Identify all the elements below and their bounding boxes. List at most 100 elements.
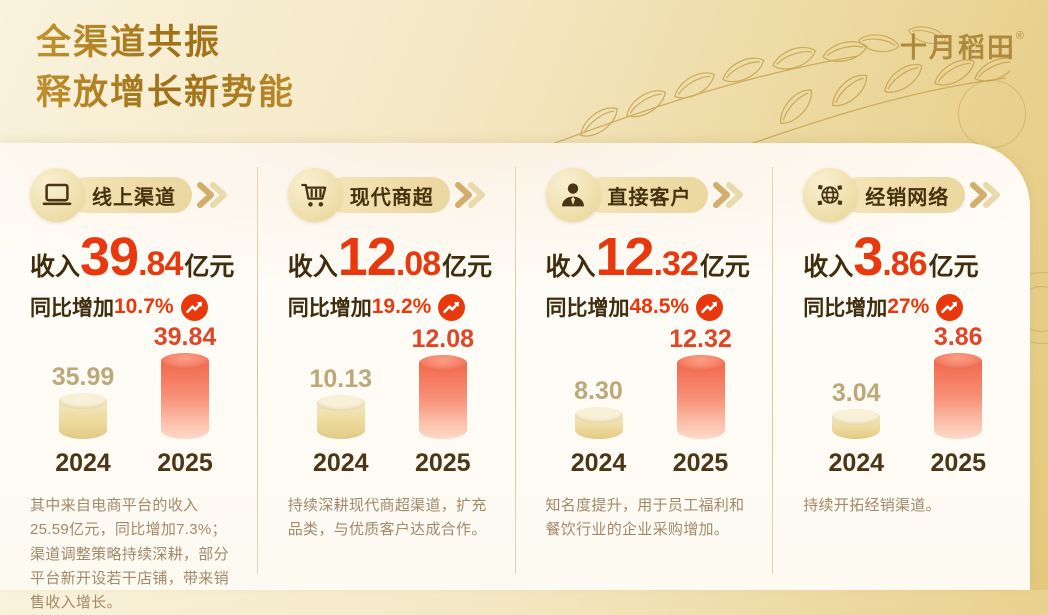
channel-column-distribution: 经销网络 收入 3.86 亿元 同比增加 27% 3 bbox=[773, 143, 1030, 590]
channel-name-pill: 线上渠道 bbox=[68, 177, 192, 213]
bar-year-2024: 2024 bbox=[55, 449, 111, 477]
yoy-value: 48.5% bbox=[629, 295, 690, 318]
channel-header: 现代商超 bbox=[287, 167, 499, 223]
bar-value-2025: 3.86 bbox=[933, 323, 983, 351]
registered-mark: ® bbox=[1015, 30, 1024, 42]
revenue-prefix: 收入 bbox=[30, 253, 81, 281]
revenue-unit: 亿元 bbox=[184, 253, 235, 281]
bar-2024: 8.30 2024 bbox=[548, 377, 650, 478]
bar-year-2025: 2025 bbox=[930, 449, 987, 477]
revenue-unit: 亿元 bbox=[442, 253, 493, 281]
column-divider bbox=[514, 167, 516, 574]
bar-chart: 8.30 2024 12.32 2025 bbox=[546, 325, 757, 478]
revenue-prefix: 收入 bbox=[545, 253, 596, 281]
page-title-line1: 全渠道共振 bbox=[36, 23, 222, 62]
channel-description: 持续深耕现代商超渠道，扩充品类，与优质客户达成合作。 bbox=[287, 497, 487, 539]
trend-up-icon bbox=[936, 293, 964, 321]
bar-2024: 35.99 2024 bbox=[32, 363, 134, 478]
bar-cylinder-2024 bbox=[832, 409, 881, 439]
revenue-value-dec: .86 bbox=[882, 245, 927, 283]
channel-icon-circle bbox=[803, 168, 858, 222]
yoy-value: 10.7% bbox=[114, 295, 174, 318]
channel-columns: 线上渠道 收入 39.84 亿元 同比增加 10.7% bbox=[0, 143, 1030, 611]
bar-value-2025: 39.84 bbox=[153, 323, 217, 351]
circle-decoration bbox=[958, 80, 1026, 148]
yoy-line: 同比增加 27% bbox=[803, 292, 1014, 322]
yoy-value: 19.2% bbox=[371, 295, 432, 318]
page-title: 全渠道共振释放增长新势能 bbox=[36, 18, 295, 117]
channel-header: 直接客户 bbox=[545, 167, 757, 223]
yoy-prefix: 同比增加 bbox=[30, 297, 114, 320]
brand-logo-text: 十月稻田 bbox=[899, 33, 1016, 63]
cart-icon bbox=[300, 183, 327, 207]
revenue-value-int: 12 bbox=[337, 227, 397, 287]
chevron-right-icon bbox=[454, 182, 485, 208]
header: 全渠道共振释放增长新势能 十月稻田® bbox=[0, 0, 1048, 148]
trend-up-icon bbox=[696, 293, 724, 321]
channel-name-pill: 直接客户 bbox=[583, 177, 708, 213]
revenue-line: 收入 12.08 亿元 bbox=[287, 227, 499, 287]
channel-name: 线上渠道 bbox=[92, 186, 176, 209]
yoy-prefix: 同比增加 bbox=[803, 297, 888, 320]
bar-value-2024: 35.99 bbox=[51, 363, 115, 391]
content-card: 线上渠道 收入 39.84 亿元 同比增加 10.7% bbox=[0, 143, 1030, 611]
revenue-value-dec: .08 bbox=[395, 245, 441, 283]
trend-up-icon bbox=[180, 293, 208, 321]
revenue-value-dec: .84 bbox=[138, 245, 183, 283]
revenue-value-dec: .32 bbox=[653, 245, 699, 283]
revenue-value-int: 3 bbox=[853, 227, 883, 287]
brand-logo: 十月稻田® bbox=[900, 26, 1024, 65]
bar-cylinder-2025 bbox=[161, 353, 209, 439]
chevron-right-icon bbox=[197, 182, 227, 208]
revenue-value-int: 12 bbox=[595, 227, 655, 287]
channel-name-pill: 现代商超 bbox=[325, 177, 450, 213]
bar-2025: 12.32 2025 bbox=[650, 325, 752, 478]
bar-year-2024: 2024 bbox=[312, 449, 369, 477]
bar-cylinder-2024 bbox=[316, 395, 365, 439]
channel-header: 经销网络 bbox=[803, 167, 1014, 223]
revenue-line: 收入 12.32 亿元 bbox=[545, 227, 757, 287]
column-divider bbox=[772, 167, 774, 574]
channel-name: 经销网络 bbox=[865, 186, 950, 209]
globe-network-icon bbox=[817, 184, 843, 206]
yoy-line: 同比增加 19.2% bbox=[288, 292, 499, 322]
bar-value-2025: 12.08 bbox=[411, 325, 475, 353]
trend-up-icon bbox=[438, 293, 466, 321]
channel-description: 知名度提升，用于员工福利和餐饮行业的企业采购增加。 bbox=[545, 497, 745, 539]
channel-column-online: 线上渠道 收入 39.84 亿元 同比增加 10.7% bbox=[0, 143, 257, 611]
bar-value-2024: 8.30 bbox=[574, 377, 623, 405]
bar-2025: 12.08 2025 bbox=[392, 325, 494, 478]
channel-icon-circle bbox=[30, 168, 84, 222]
bar-year-2024: 2024 bbox=[570, 449, 627, 477]
yoy-value: 27% bbox=[887, 295, 930, 318]
revenue-prefix: 收入 bbox=[803, 253, 854, 281]
channel-column-supermarket: 现代商超 收入 12.08 亿元 同比增加 19.2% bbox=[258, 143, 515, 590]
page-title-line2: 释放增长新势能 bbox=[36, 72, 296, 112]
revenue-line: 收入 3.86 亿元 bbox=[803, 227, 1014, 287]
channel-name: 直接客户 bbox=[607, 186, 692, 209]
revenue-value-int: 39 bbox=[80, 227, 139, 287]
bar-year-2025: 2025 bbox=[672, 449, 729, 477]
yoy-prefix: 同比增加 bbox=[287, 297, 372, 320]
laptop-icon bbox=[42, 183, 72, 206]
bar-value-2024: 10.13 bbox=[309, 365, 373, 393]
bar-cylinder-2024 bbox=[59, 393, 107, 439]
yoy-line: 同比增加 48.5% bbox=[546, 292, 757, 322]
revenue-unit: 亿元 bbox=[699, 253, 750, 281]
person-icon bbox=[561, 183, 584, 207]
bar-cylinder-2025 bbox=[676, 355, 725, 439]
revenue-prefix: 收入 bbox=[287, 253, 338, 281]
chevron-right-icon bbox=[970, 182, 1001, 208]
bar-chart: 3.04 2024 3.86 2025 bbox=[803, 323, 1014, 478]
bar-year-2024: 2024 bbox=[828, 449, 885, 477]
bar-2024: 10.13 2024 bbox=[290, 365, 392, 478]
channel-column-direct: 直接客户 收入 12.32 亿元 同比增加 48.5% bbox=[516, 143, 773, 590]
channel-icon-circle bbox=[545, 168, 600, 222]
bar-2024: 3.04 2024 bbox=[805, 379, 907, 478]
bar-2025: 3.86 2025 bbox=[907, 323, 1009, 478]
rice-stalk-decoration bbox=[539, 21, 1010, 148]
bar-cylinder-2025 bbox=[418, 355, 467, 439]
bar-cylinder-2025 bbox=[934, 353, 983, 439]
yoy-line: 同比增加 10.7% bbox=[30, 292, 241, 322]
bar-chart: 10.13 2024 12.08 2025 bbox=[288, 325, 499, 478]
